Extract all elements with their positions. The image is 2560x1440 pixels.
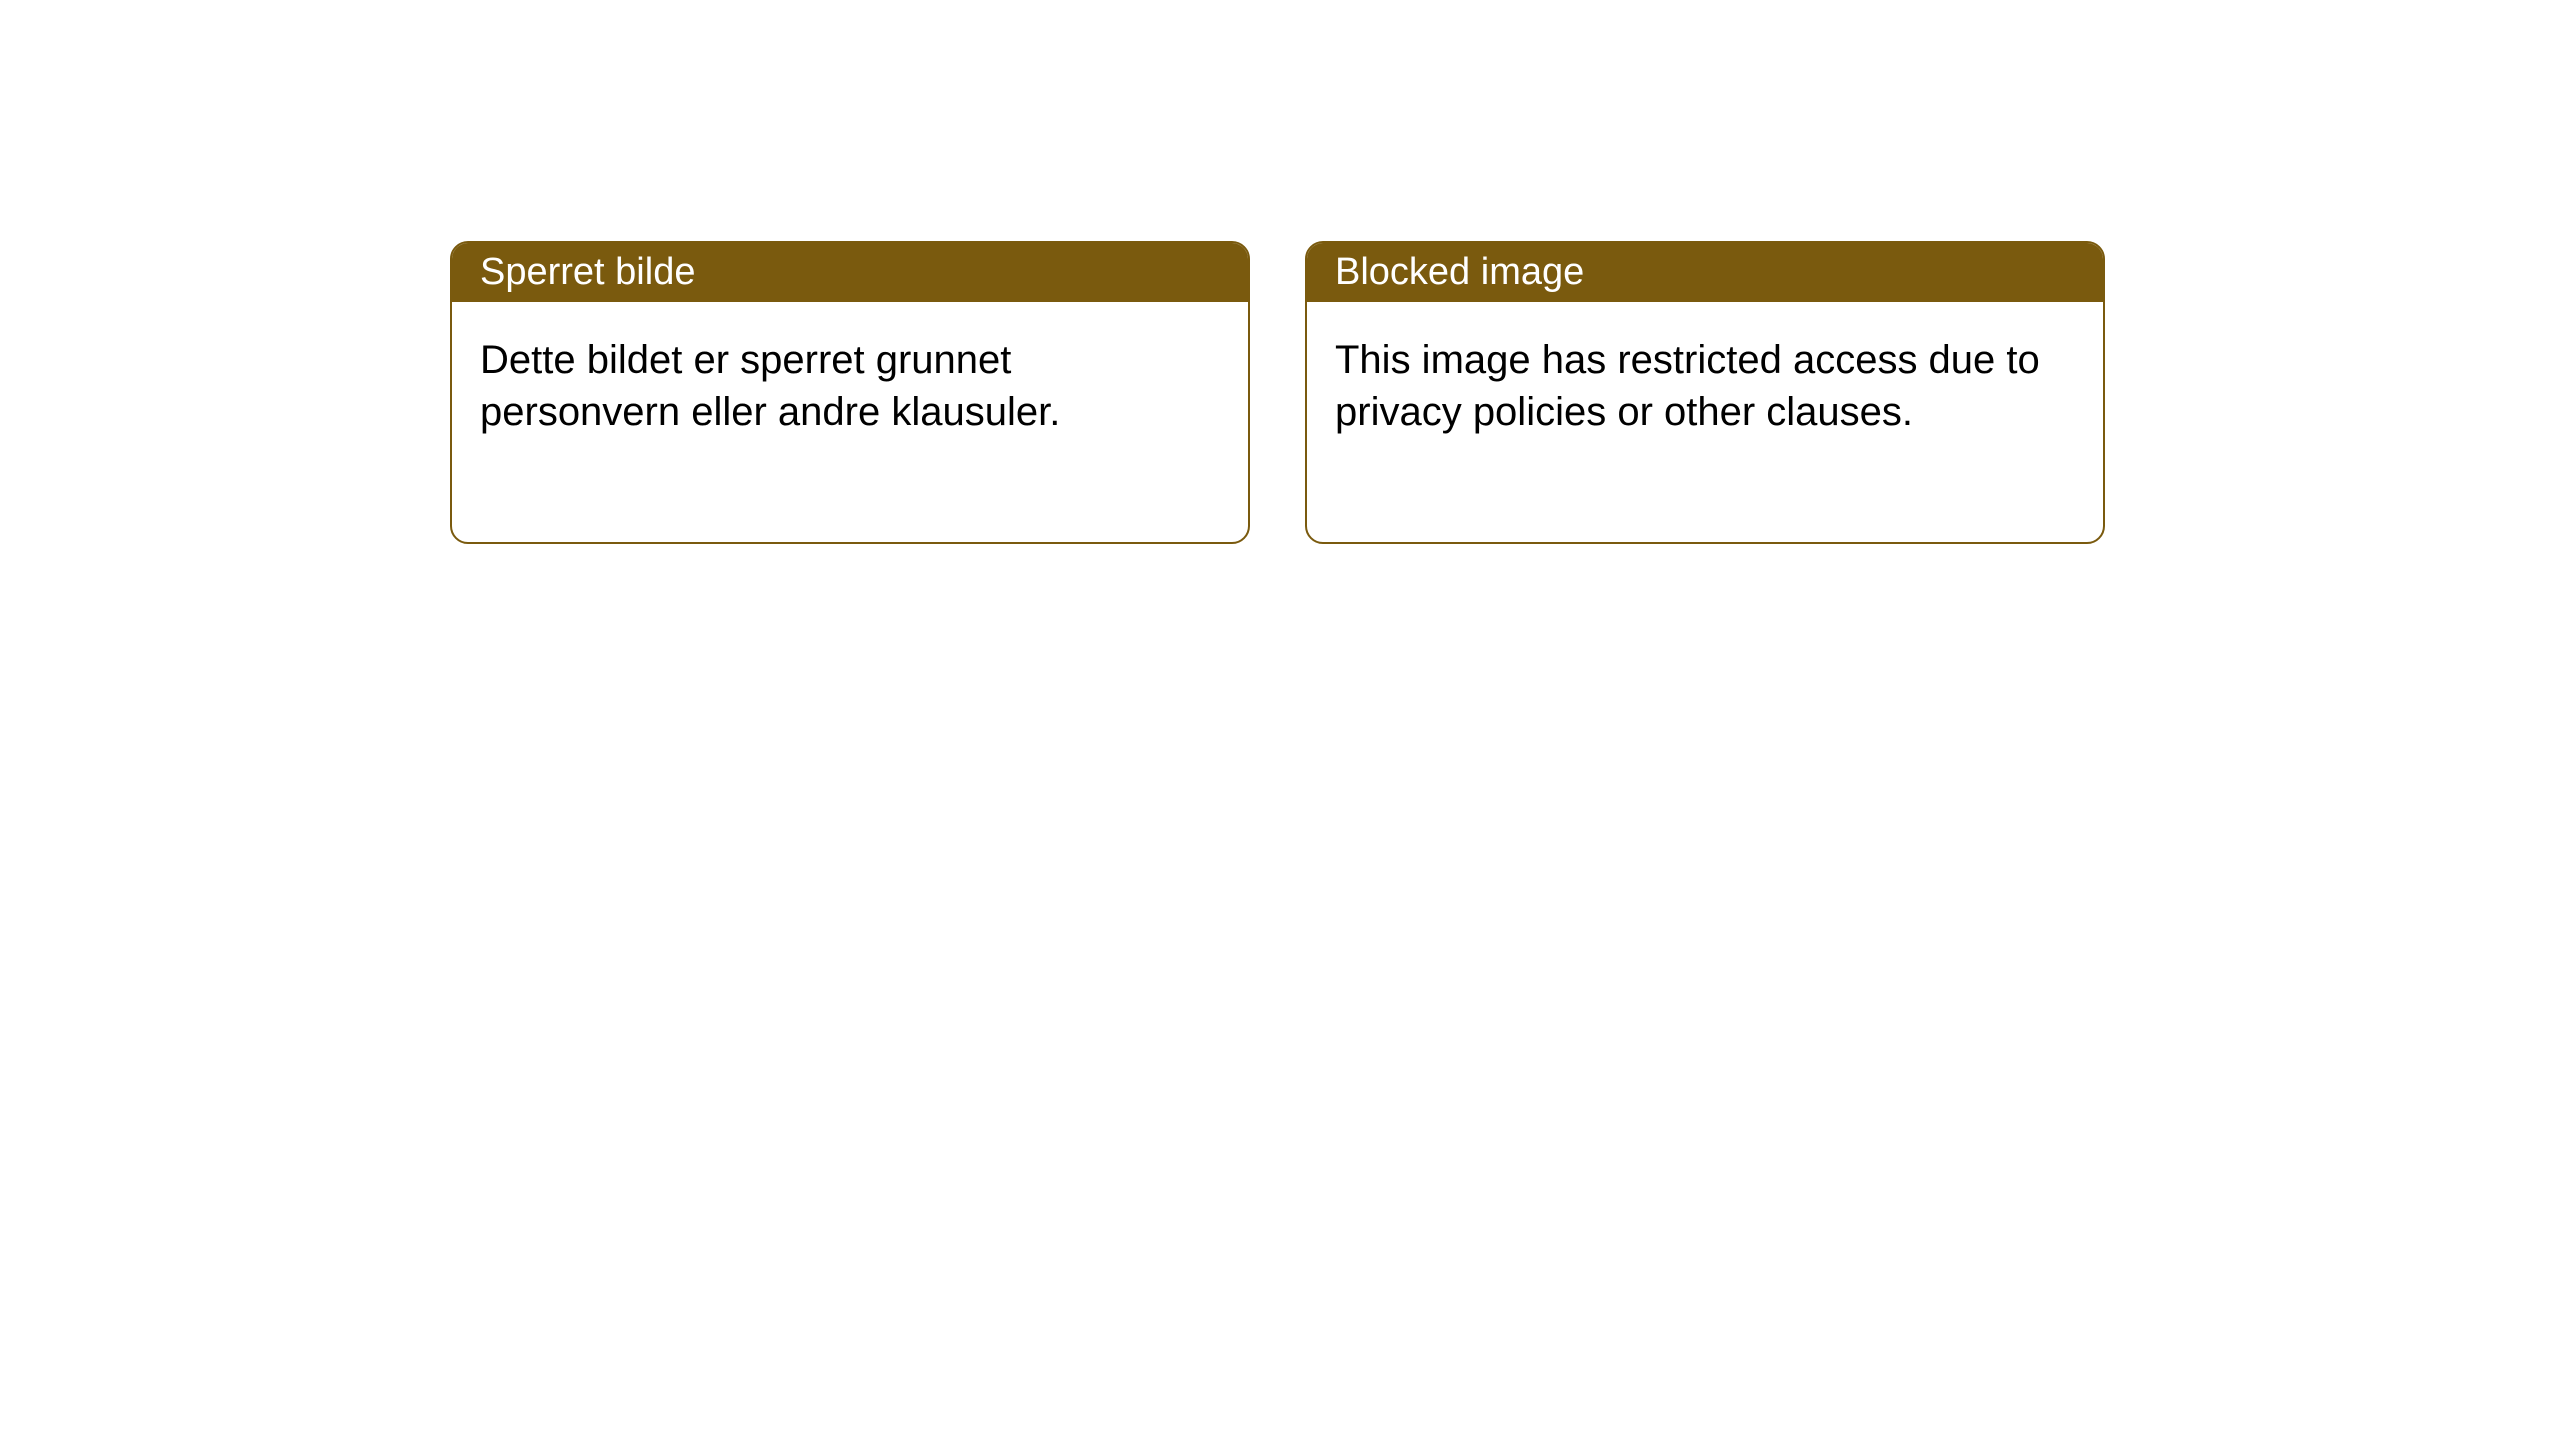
notice-header-norwegian: Sperret bilde <box>452 243 1248 302</box>
notice-card-norwegian: Sperret bilde Dette bildet er sperret gr… <box>450 241 1250 544</box>
notice-container: Sperret bilde Dette bildet er sperret gr… <box>450 241 2105 544</box>
notice-body-norwegian: Dette bildet er sperret grunnet personve… <box>452 302 1248 542</box>
notice-card-english: Blocked image This image has restricted … <box>1305 241 2105 544</box>
notice-header-english: Blocked image <box>1307 243 2103 302</box>
notice-body-english: This image has restricted access due to … <box>1307 302 2103 542</box>
